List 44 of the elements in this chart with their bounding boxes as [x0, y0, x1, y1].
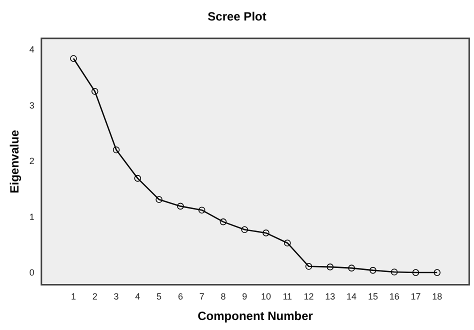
point	[177, 202, 184, 210]
x-tick-label: 5	[156, 292, 162, 302]
y-tick-label: 2	[29, 156, 34, 166]
x-tick-label: 10	[260, 292, 272, 302]
x-axis-title: Component Number	[198, 309, 314, 324]
point	[156, 196, 162, 203]
x-tick-label: 6	[178, 292, 183, 302]
point	[434, 269, 441, 276]
x-tick-label: 2	[92, 292, 98, 302]
chart-title: Scree Plot	[208, 10, 266, 24]
x-tick-label: 3	[114, 292, 119, 302]
x-tick-label: 15	[368, 292, 378, 302]
y-tick-label: 0	[29, 268, 34, 278]
point	[134, 174, 142, 182]
point	[305, 263, 312, 270]
point	[198, 206, 206, 214]
y-tick-label: 4	[29, 44, 34, 55]
point	[91, 88, 98, 95]
point	[112, 146, 120, 154]
point	[326, 264, 334, 270]
point	[348, 264, 355, 272]
point	[390, 268, 398, 276]
x-tick-label: 16	[389, 292, 400, 302]
x-tick-label: 13	[325, 292, 336, 302]
x-tick-label: 12	[304, 292, 314, 302]
point	[412, 269, 420, 276]
x-tick-label: 1	[70, 292, 76, 302]
x-tick-label: 4	[135, 292, 140, 302]
x-tick-label: 11	[282, 292, 292, 302]
x-tick-label: 7	[199, 292, 204, 302]
point	[241, 226, 248, 234]
point	[284, 240, 291, 246]
x-tick-label: 17	[410, 292, 421, 302]
y-tick-label: 1	[29, 212, 34, 222]
point	[262, 230, 270, 236]
x-tick-label: 8	[220, 292, 226, 302]
point	[370, 266, 376, 274]
point	[70, 55, 77, 62]
x-tick-label: 18	[432, 292, 442, 302]
point	[220, 218, 227, 226]
y-axis-title: Eigenvalue	[8, 130, 22, 194]
y-tick-label: 3	[29, 100, 34, 110]
x-tick-label: 14	[346, 292, 357, 302]
x-tick-label: 9	[242, 292, 248, 302]
